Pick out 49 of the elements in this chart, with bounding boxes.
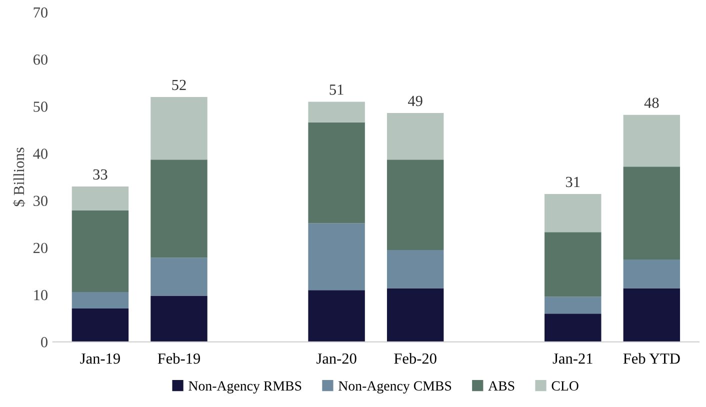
legend-label: CLO bbox=[552, 381, 578, 391]
bar bbox=[308, 223, 365, 290]
bar bbox=[386, 250, 444, 288]
bar bbox=[623, 288, 680, 342]
total-label: 51 bbox=[330, 84, 344, 95]
x-tick-label: Jan-20 bbox=[316, 353, 356, 364]
x-tick-label: Jan-19 bbox=[80, 353, 120, 364]
x-tick-label: Feb YTD bbox=[623, 352, 680, 364]
y-tick-label: 70 bbox=[34, 7, 48, 18]
total-label: 48 bbox=[644, 98, 659, 108]
y-tick-label: 0 bbox=[41, 337, 48, 348]
bar bbox=[150, 296, 208, 342]
bar bbox=[72, 308, 129, 342]
total-label: 31 bbox=[566, 176, 580, 188]
legend-label: Non-Agency RMBS bbox=[188, 381, 302, 394]
bar bbox=[150, 160, 208, 258]
bar bbox=[544, 232, 602, 297]
y-tick-label: 20 bbox=[33, 242, 48, 254]
bar bbox=[386, 160, 444, 250]
bar bbox=[308, 102, 365, 122]
bar bbox=[544, 314, 602, 342]
legend-label: ABS bbox=[488, 381, 514, 391]
bar bbox=[386, 288, 444, 342]
bar bbox=[150, 258, 208, 296]
bar bbox=[72, 292, 129, 308]
total-label: 49 bbox=[408, 96, 422, 106]
total-label: 52 bbox=[172, 80, 186, 90]
x-tick-label: Feb-19 bbox=[158, 352, 200, 364]
bar bbox=[308, 122, 365, 224]
x-tick-label: Jan-21 bbox=[552, 353, 592, 364]
y-tick-label: 30 bbox=[34, 196, 48, 206]
bar bbox=[623, 114, 680, 167]
bar bbox=[72, 186, 129, 210]
y-tick-label: 60 bbox=[33, 54, 48, 65]
bar bbox=[544, 296, 602, 314]
y-tick-label: 40 bbox=[33, 148, 48, 159]
x-tick-label: Feb-20 bbox=[394, 352, 436, 364]
bar bbox=[72, 210, 129, 292]
bar bbox=[544, 194, 602, 232]
bar bbox=[623, 259, 680, 288]
total-label: 33 bbox=[93, 169, 108, 180]
y-tick-label: 10 bbox=[34, 290, 48, 300]
y-axis-title: $ Billions bbox=[12, 148, 26, 206]
bar bbox=[623, 166, 680, 260]
bar bbox=[150, 96, 208, 160]
bar bbox=[308, 290, 365, 342]
bar bbox=[386, 112, 444, 160]
y-tick-label: 50 bbox=[34, 102, 48, 112]
legend-label: Non-Agency CMBS bbox=[338, 381, 452, 394]
